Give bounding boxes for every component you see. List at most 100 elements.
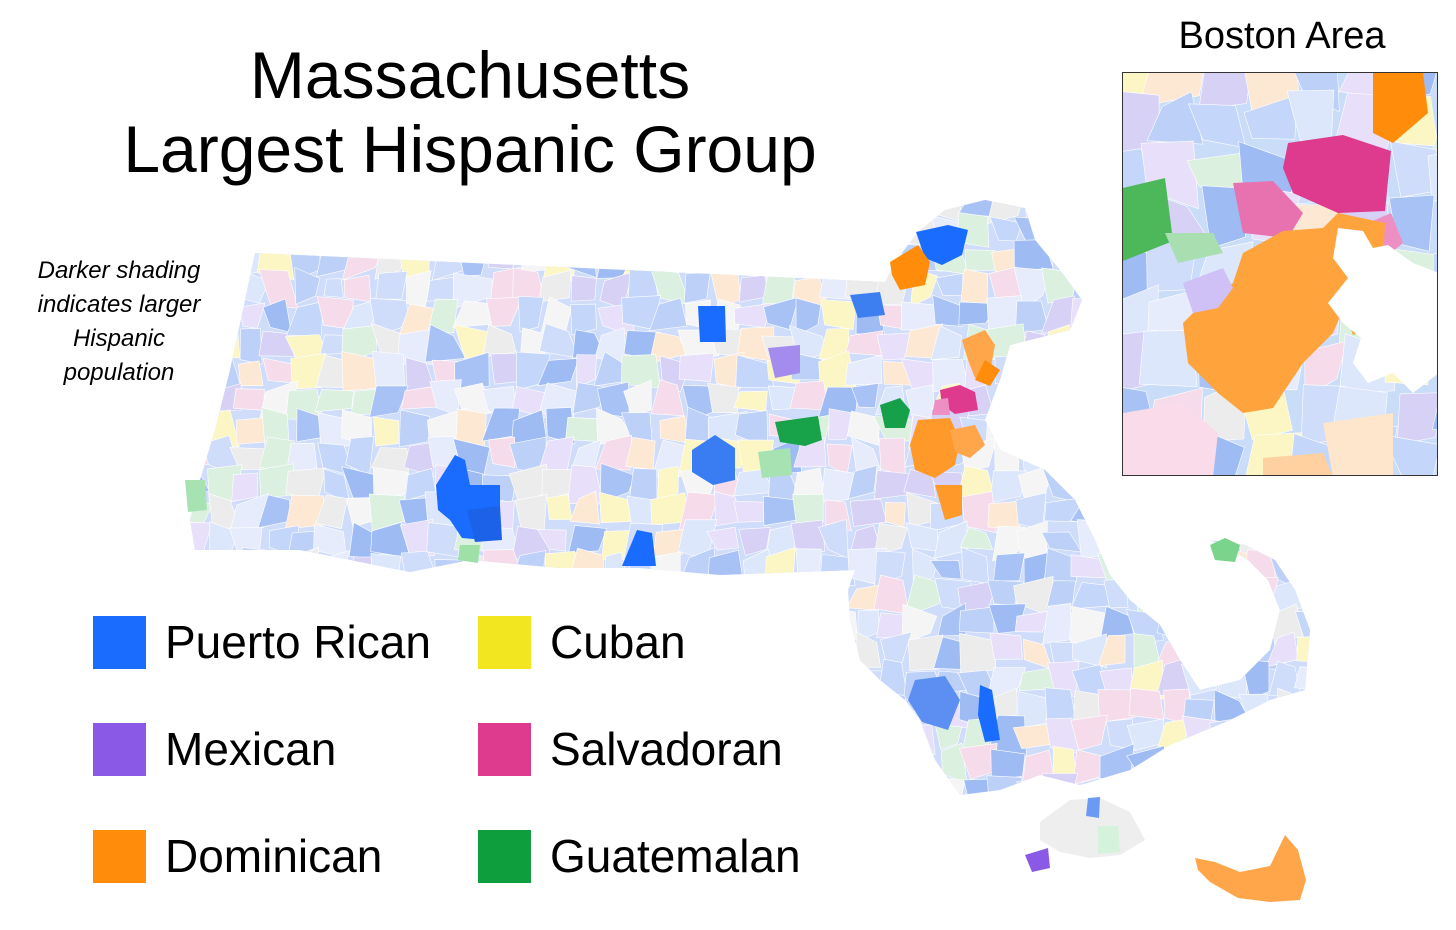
map-town-575 [208,584,238,613]
inset-town-71 [1433,457,1437,475]
map-town-712 [596,663,635,697]
map-town-585 [483,576,522,606]
map-town-306 [707,382,740,414]
map-town-232 [930,325,962,361]
map-town-826 [348,747,376,779]
map-town-817 [1243,718,1274,752]
map-town-0 [190,200,208,224]
map-town-464 [546,494,573,520]
map-town-13 [543,200,568,216]
legend-swatch-puerto-rican [93,615,146,669]
map-town-714 [657,665,692,695]
map-town-942 [1296,801,1335,833]
map-town-8 [400,200,439,224]
map-town-57 [630,218,661,252]
map-town-868 [373,770,406,795]
map-town-871 [459,780,491,795]
inset-town-milton [1123,403,1218,475]
map-town-786 [377,715,412,753]
map-town-842 [793,744,828,777]
map-town-636 [764,607,802,641]
map-town-743 [313,692,349,718]
boston-area-inset [1122,72,1438,476]
map-town-900 [1267,773,1306,795]
map-town-9 [424,200,459,221]
map-town-925 [827,800,856,839]
map-town-42 [207,217,242,250]
town-leominster [768,345,800,378]
map-town-811 [1070,714,1108,751]
map-town-46 [312,220,353,251]
map-town-435 [874,470,911,500]
town-haverhill [890,245,930,290]
map-town-2 [230,200,271,225]
map-town-863 [237,774,260,795]
map-town-303 [623,379,652,418]
map-town-491 [1296,495,1310,525]
map-town-260 [576,354,597,389]
map-town-22 [798,200,822,219]
map-town-487 [1184,501,1216,527]
map-town-675 [706,637,747,673]
town-taunton-west [908,676,960,730]
map-town-891 [1016,778,1049,795]
map-town-568 [1155,551,1189,584]
town-boston [910,418,960,478]
map-town-12 [509,200,541,212]
map-town-610 [1187,585,1215,618]
map-town-612 [1238,576,1279,612]
map-town-153 [1013,267,1052,310]
map-town-595 [762,579,800,610]
map-town-715 [686,662,718,700]
note-line-1: Darker shading [37,257,201,284]
map-town-881 [734,774,774,795]
inset-town-77 [1340,476,1400,477]
map-town-486 [1153,496,1192,532]
map-town-562 [993,552,1026,582]
map-town-165 [201,295,231,336]
map-town-865 [291,777,318,795]
map-town-828 [399,752,433,781]
map-town-582 [398,582,433,606]
map-town-888 [929,776,966,795]
town-enfield-border [622,530,656,566]
map-town-928 [906,801,943,840]
map-town-484 [1099,493,1136,528]
town-pittsfield-west [185,480,207,512]
map-town-1 [203,200,241,221]
map-town-168 [286,301,324,337]
map-town-849 [990,748,1026,782]
map-town-688 [1071,633,1108,669]
map-town-54 [538,215,574,252]
boston-inset-map [1123,73,1437,477]
map-town-633 [688,607,710,641]
map-town-137 [570,275,597,302]
map-town-50 [426,216,466,241]
map-town-652 [1212,602,1245,640]
map-town-537 [291,546,319,583]
map-town-292 [314,389,354,413]
map-town-130 [375,270,408,300]
map-town-614 [1302,581,1310,612]
map-town-872 [487,773,512,795]
map-town-864 [261,777,295,795]
legend-label-cuban: Cuban [550,616,686,668]
town-lawrence [916,225,968,265]
map-town-716 [708,666,744,691]
map-town-879 [681,774,720,795]
map-town-376 [371,447,410,475]
map-town-753 [593,687,635,724]
map-town-937 [1155,811,1184,833]
town-leicester [758,448,792,478]
map-town-351 [828,408,854,440]
legend-swatch-salvadoran [478,722,531,776]
map-town-777 [1277,687,1305,725]
legend-swatch-cuban [478,615,531,669]
map-town-874 [539,778,577,795]
map-town-505 [537,529,567,552]
map-town-19 [710,200,747,221]
map-town-711 [570,666,602,698]
map-town-787 [399,718,431,754]
town-holyoke-area [467,506,502,542]
map-town-720 [820,659,860,694]
